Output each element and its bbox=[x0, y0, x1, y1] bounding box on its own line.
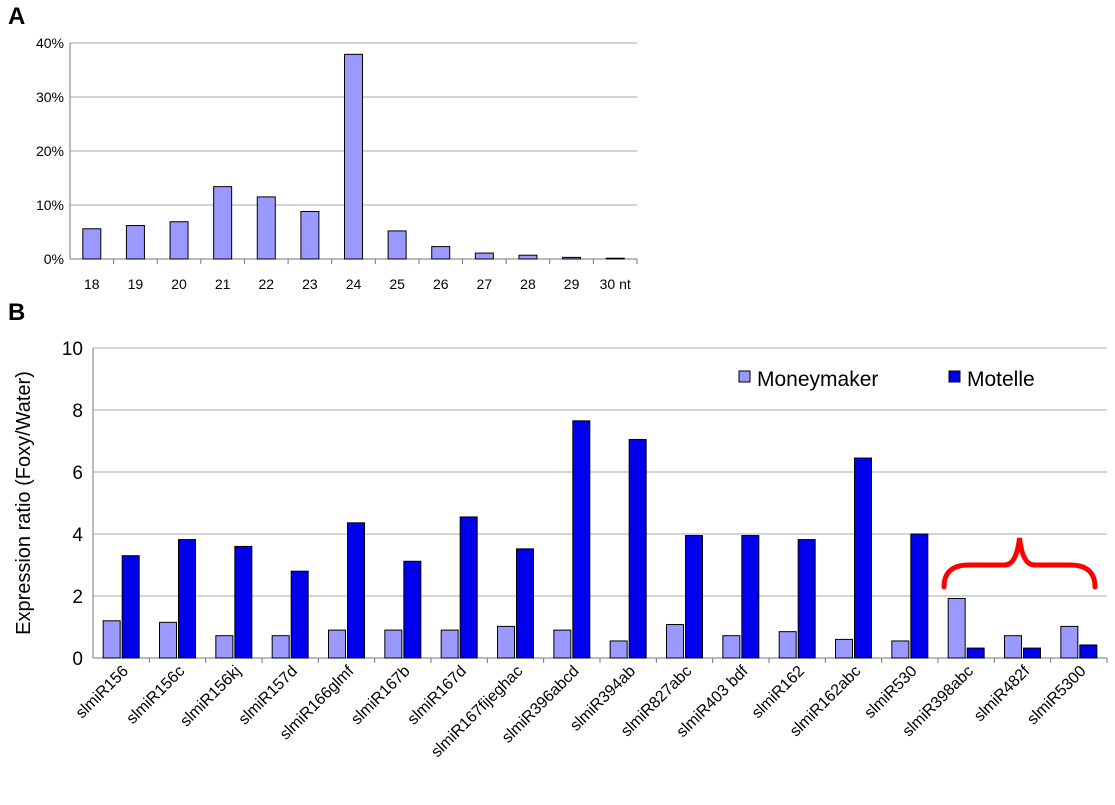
bar-motelle bbox=[854, 457, 872, 659]
bar-moneymaker bbox=[553, 629, 572, 659]
bar-moneymaker bbox=[1060, 625, 1079, 659]
bar-motelle bbox=[459, 516, 478, 659]
bar-motelle bbox=[1079, 644, 1098, 659]
x-tick-label-a: 20 bbox=[171, 276, 187, 292]
bar-motelle bbox=[797, 539, 816, 659]
bar-moneymaker bbox=[384, 629, 403, 659]
bar-motelle bbox=[966, 647, 985, 659]
legend-swatch-moneymaker bbox=[738, 370, 751, 383]
bar-motelle bbox=[403, 560, 422, 659]
y-tick-label-a: 20% bbox=[36, 143, 64, 159]
y-tick-label-b: 8 bbox=[72, 401, 83, 422]
y-tick-label-b: 0 bbox=[72, 649, 83, 670]
y-axis-title-b: Expression ratio (Foxy/Water) bbox=[13, 371, 35, 635]
bar-moneymaker bbox=[215, 635, 234, 659]
x-tick-label-b: slmiR162 bbox=[749, 663, 808, 722]
x-tick-label-a: 27 bbox=[477, 276, 493, 292]
bar-moneymaker bbox=[440, 629, 459, 659]
y-tick-label-a: 40% bbox=[36, 35, 64, 51]
x-tick-label-b: slmiR167b bbox=[348, 663, 414, 729]
bar-moneymaker bbox=[1004, 635, 1022, 659]
y-tick-label-b: 6 bbox=[72, 463, 83, 484]
x-tick-label-a: 22 bbox=[258, 276, 274, 292]
bar-a bbox=[300, 210, 320, 260]
y-tick-label-a: 10% bbox=[36, 197, 64, 213]
x-tick-label-a: 28 bbox=[520, 276, 536, 292]
bar-motelle bbox=[1023, 647, 1041, 659]
chart-a: 0% 10% 20% 30% 40% 18 19 20 21 22 23 24 25 26 27 28 29 30… bbox=[36, 35, 638, 292]
bar-moneymaker bbox=[271, 635, 290, 659]
bar-motelle bbox=[685, 535, 703, 659]
x-tick-label-a: 30 nt bbox=[600, 276, 631, 292]
bar-a bbox=[431, 246, 451, 260]
x-tick-label-a: 29 bbox=[564, 276, 580, 292]
bar-moneymaker bbox=[778, 631, 797, 659]
bar-a bbox=[344, 53, 363, 260]
bar-moneymaker bbox=[102, 620, 121, 659]
x-tick-label-a: 19 bbox=[128, 276, 144, 292]
bar-a bbox=[256, 196, 276, 260]
bar-moneymaker bbox=[159, 621, 177, 659]
legend-label-moneymaker: Moneymaker bbox=[757, 368, 878, 391]
bar-motelle bbox=[178, 539, 196, 659]
bar-motelle bbox=[910, 533, 929, 659]
bar-a bbox=[474, 252, 494, 260]
bar-a bbox=[387, 230, 407, 260]
x-tick-label-b: slmiR530 bbox=[861, 663, 920, 722]
x-tick-label-b: slmiR156kj bbox=[177, 663, 244, 730]
bar-moneymaker bbox=[328, 629, 346, 659]
bar-a bbox=[82, 228, 102, 260]
y-tick-label-b: 2 bbox=[72, 587, 83, 608]
x-tick-label-a: 24 bbox=[346, 276, 362, 292]
panel-a-label: A bbox=[8, 3, 25, 30]
bar-motelle bbox=[516, 548, 534, 659]
chart-b: 0 2 4 6 8 10 Expression ratio (Foxy/Water) slmi… bbox=[13, 339, 1108, 761]
bar-a bbox=[125, 225, 145, 260]
legend-label-motelle: Motelle bbox=[967, 368, 1035, 391]
bar-a bbox=[169, 221, 189, 260]
bar-a bbox=[518, 254, 538, 260]
bar-motelle bbox=[572, 420, 591, 659]
bar-moneymaker bbox=[497, 625, 515, 659]
x-tick-label-a: 23 bbox=[302, 276, 318, 292]
bar-motelle bbox=[347, 522, 365, 659]
bar-moneymaker bbox=[947, 597, 966, 659]
bar-motelle bbox=[628, 438, 647, 659]
bar-motelle bbox=[234, 545, 253, 659]
panel-b-label: B bbox=[8, 299, 25, 326]
bar-motelle bbox=[741, 535, 760, 659]
legend-swatch-motelle bbox=[948, 370, 961, 383]
x-tick-label-a: 18 bbox=[84, 276, 100, 292]
x-tick-label-a: 26 bbox=[433, 276, 449, 292]
bar-moneymaker bbox=[666, 624, 684, 659]
x-tick-label-a: 21 bbox=[215, 276, 231, 292]
y-tick-label-b: 4 bbox=[72, 525, 83, 546]
x-tick-label-b: slmiR5300 bbox=[1024, 663, 1090, 729]
x-tick-label-b: slmiR156 bbox=[73, 663, 132, 722]
bar-moneymaker bbox=[722, 635, 741, 659]
bar-motelle bbox=[121, 555, 140, 659]
bar-moneymaker bbox=[891, 640, 910, 659]
y-tick-label-b: 10 bbox=[62, 339, 83, 360]
bar-a bbox=[213, 186, 233, 260]
y-tick-label-a: 30% bbox=[36, 89, 64, 105]
bar-moneymaker bbox=[835, 638, 853, 659]
bar-moneymaker bbox=[609, 640, 628, 659]
bar-a bbox=[562, 256, 582, 260]
bar-a bbox=[605, 257, 625, 260]
y-tick-label-a: 0% bbox=[44, 251, 64, 267]
bracket-annotation bbox=[941, 537, 1098, 590]
bar-motelle bbox=[290, 570, 309, 659]
x-tick-label-a: 25 bbox=[389, 276, 405, 292]
